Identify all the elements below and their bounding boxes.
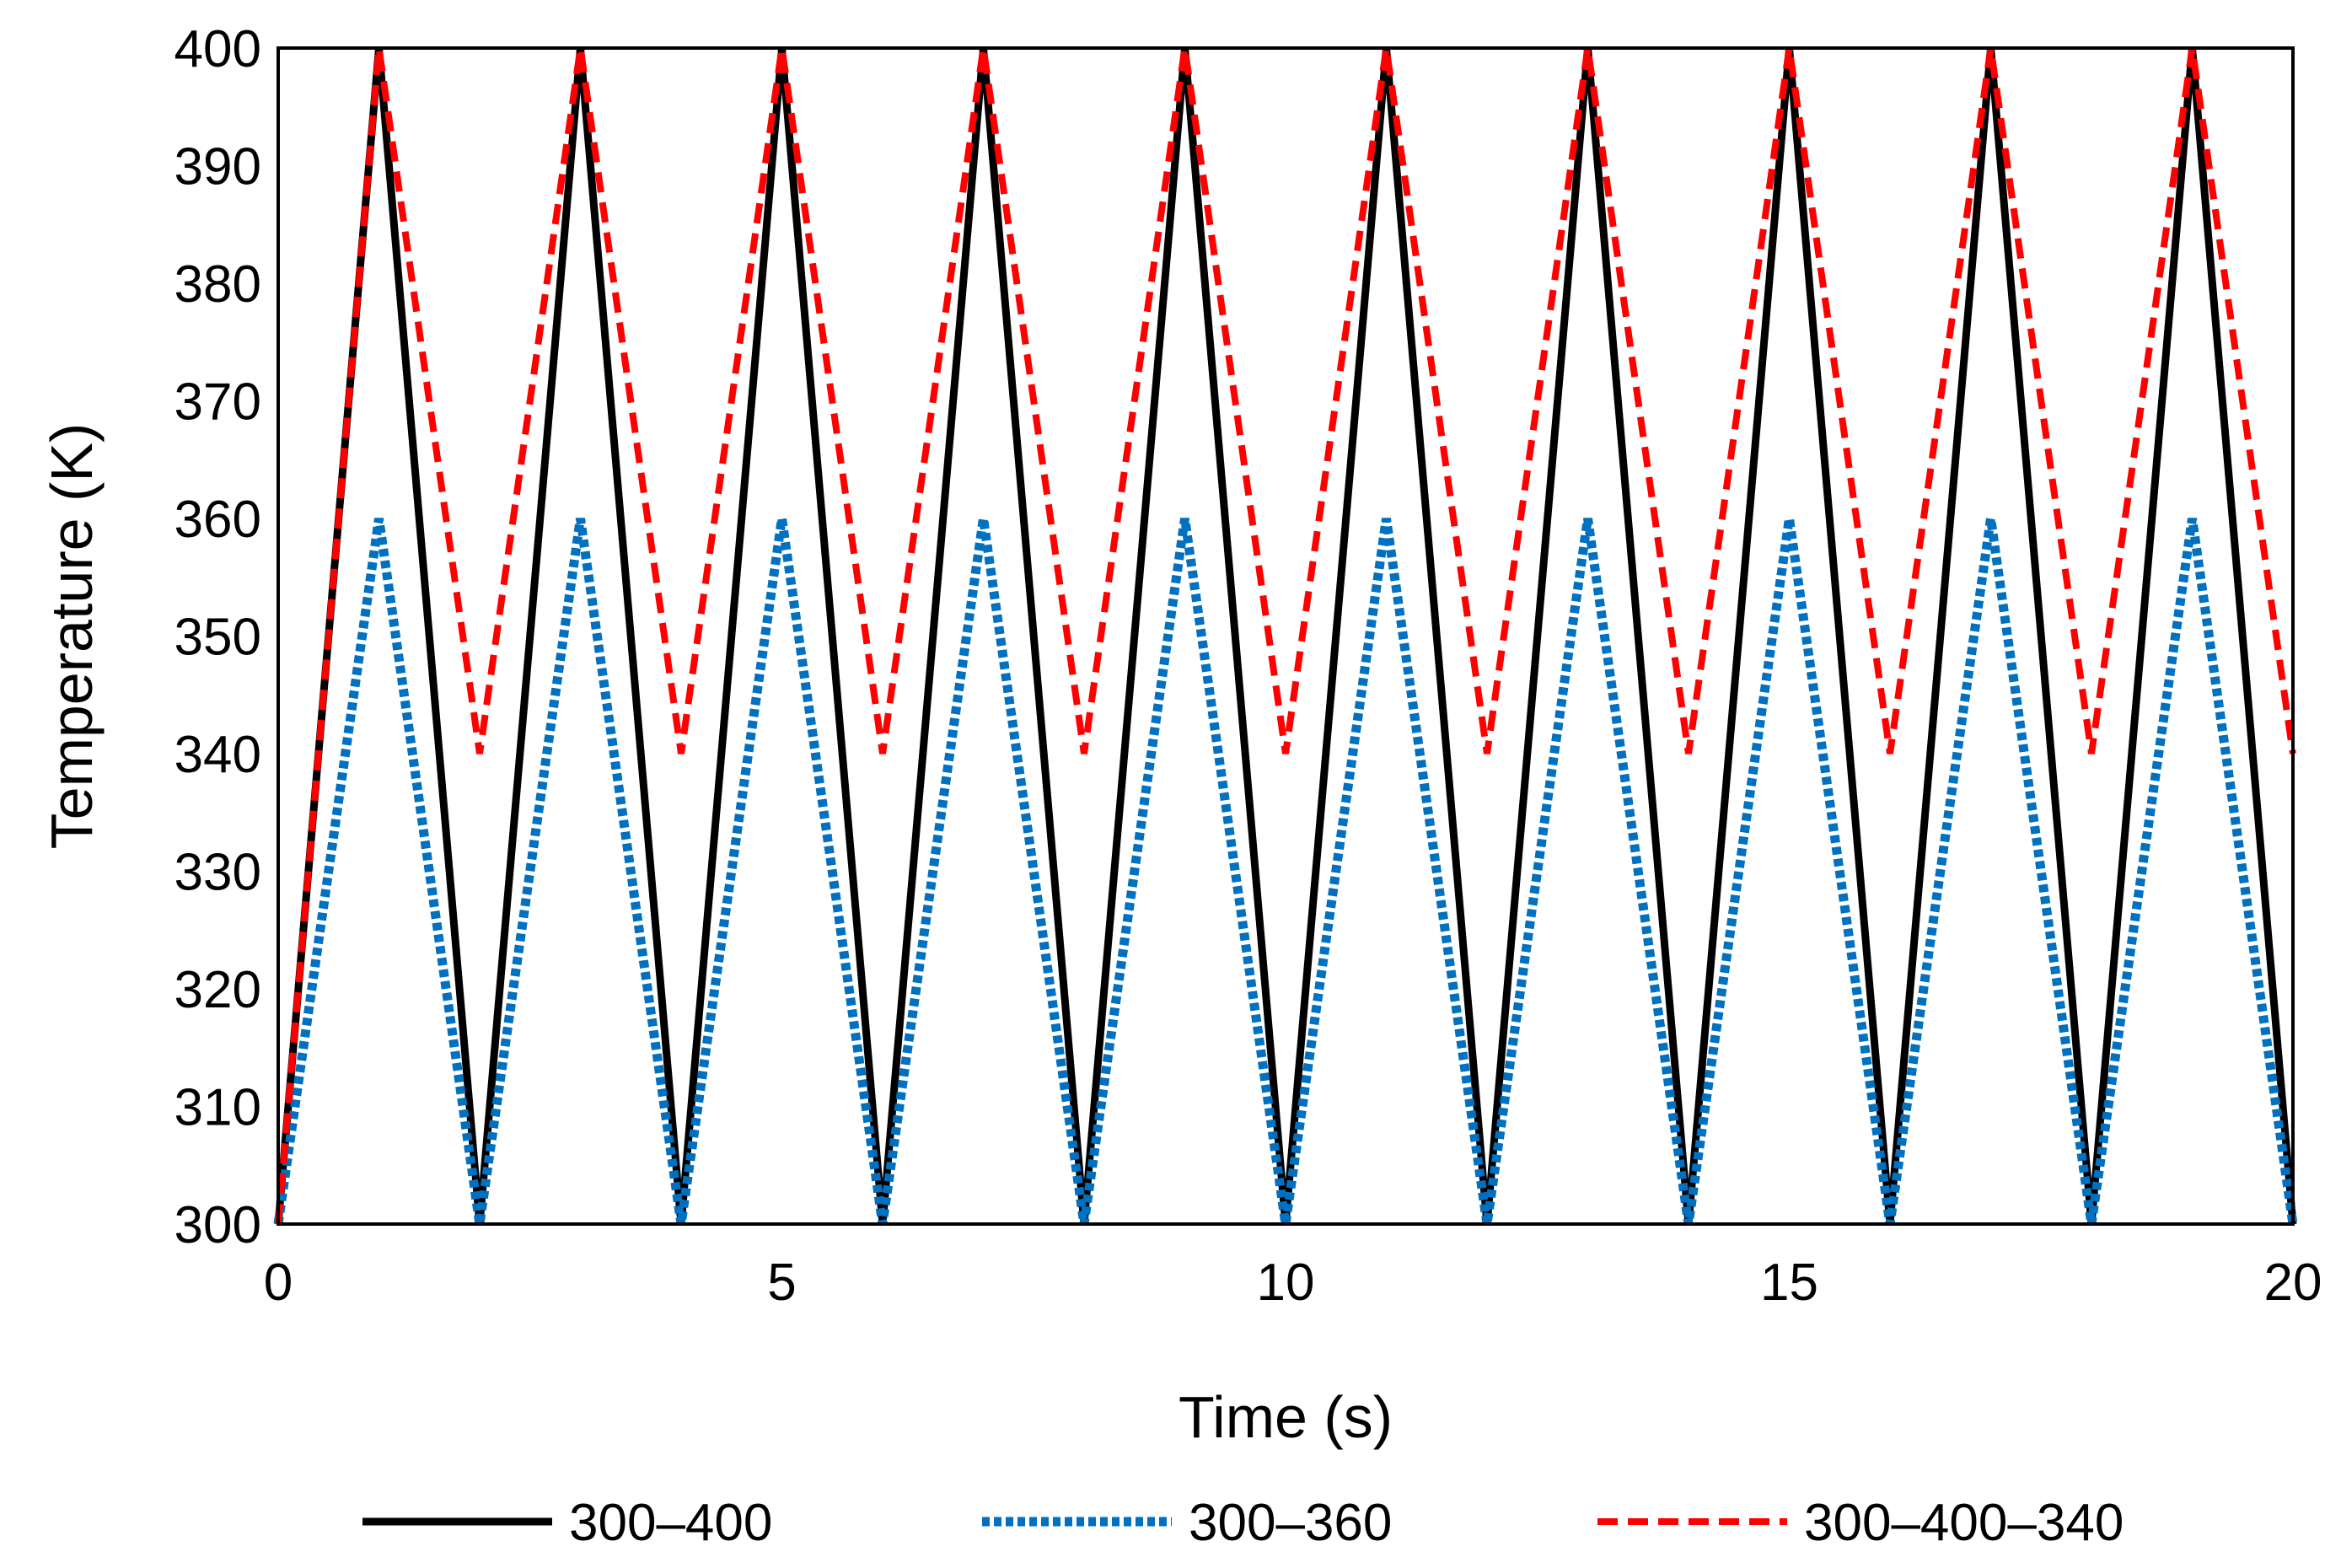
y-tick-label: 320 [175, 961, 261, 1019]
y-tick-label: 310 [175, 1079, 261, 1137]
series-line-300–400–340 [275, 47, 2296, 1225]
x-tick-label: 15 [1760, 1254, 1818, 1312]
y-tick-label: 350 [175, 609, 261, 667]
y-tick-label: 400 [175, 20, 261, 78]
y-tick-label: 330 [175, 844, 261, 902]
legend-label: 300–400 [569, 1494, 772, 1552]
x-tick-label: 20 [2264, 1254, 2322, 1312]
plot-area-frame [277, 46, 2295, 1226]
y-tick-label: 370 [175, 373, 261, 432]
x-axis-title: Time (s) [1179, 1384, 1393, 1450]
series-line-300–400 [274, 47, 2297, 1225]
y-axis-title: Temperature (K) [39, 423, 105, 850]
series-layer [273, 47, 2298, 1225]
x-tick-label: 5 [767, 1254, 796, 1312]
x-tick-label: 10 [1257, 1254, 1315, 1312]
y-tick-label: 340 [175, 726, 261, 784]
y-tick-label: 360 [175, 491, 261, 549]
legend: 300–400 300–360 300–400–340 [362, 1494, 2124, 1552]
series-line-300–360 [273, 518, 2298, 1225]
y-tick-label: 380 [175, 255, 261, 314]
legend-label: 300–360 [1189, 1494, 1392, 1552]
tick-labels: 300 310 320 330 340 350 360 370 380 390 400 0 5 10 15 2… [175, 20, 2322, 1312]
x-tick-label: 0 [264, 1254, 293, 1312]
y-tick-label: 300 [175, 1196, 261, 1254]
legend-label: 300–400–340 [1804, 1494, 2124, 1552]
y-tick-label: 390 [175, 138, 261, 196]
